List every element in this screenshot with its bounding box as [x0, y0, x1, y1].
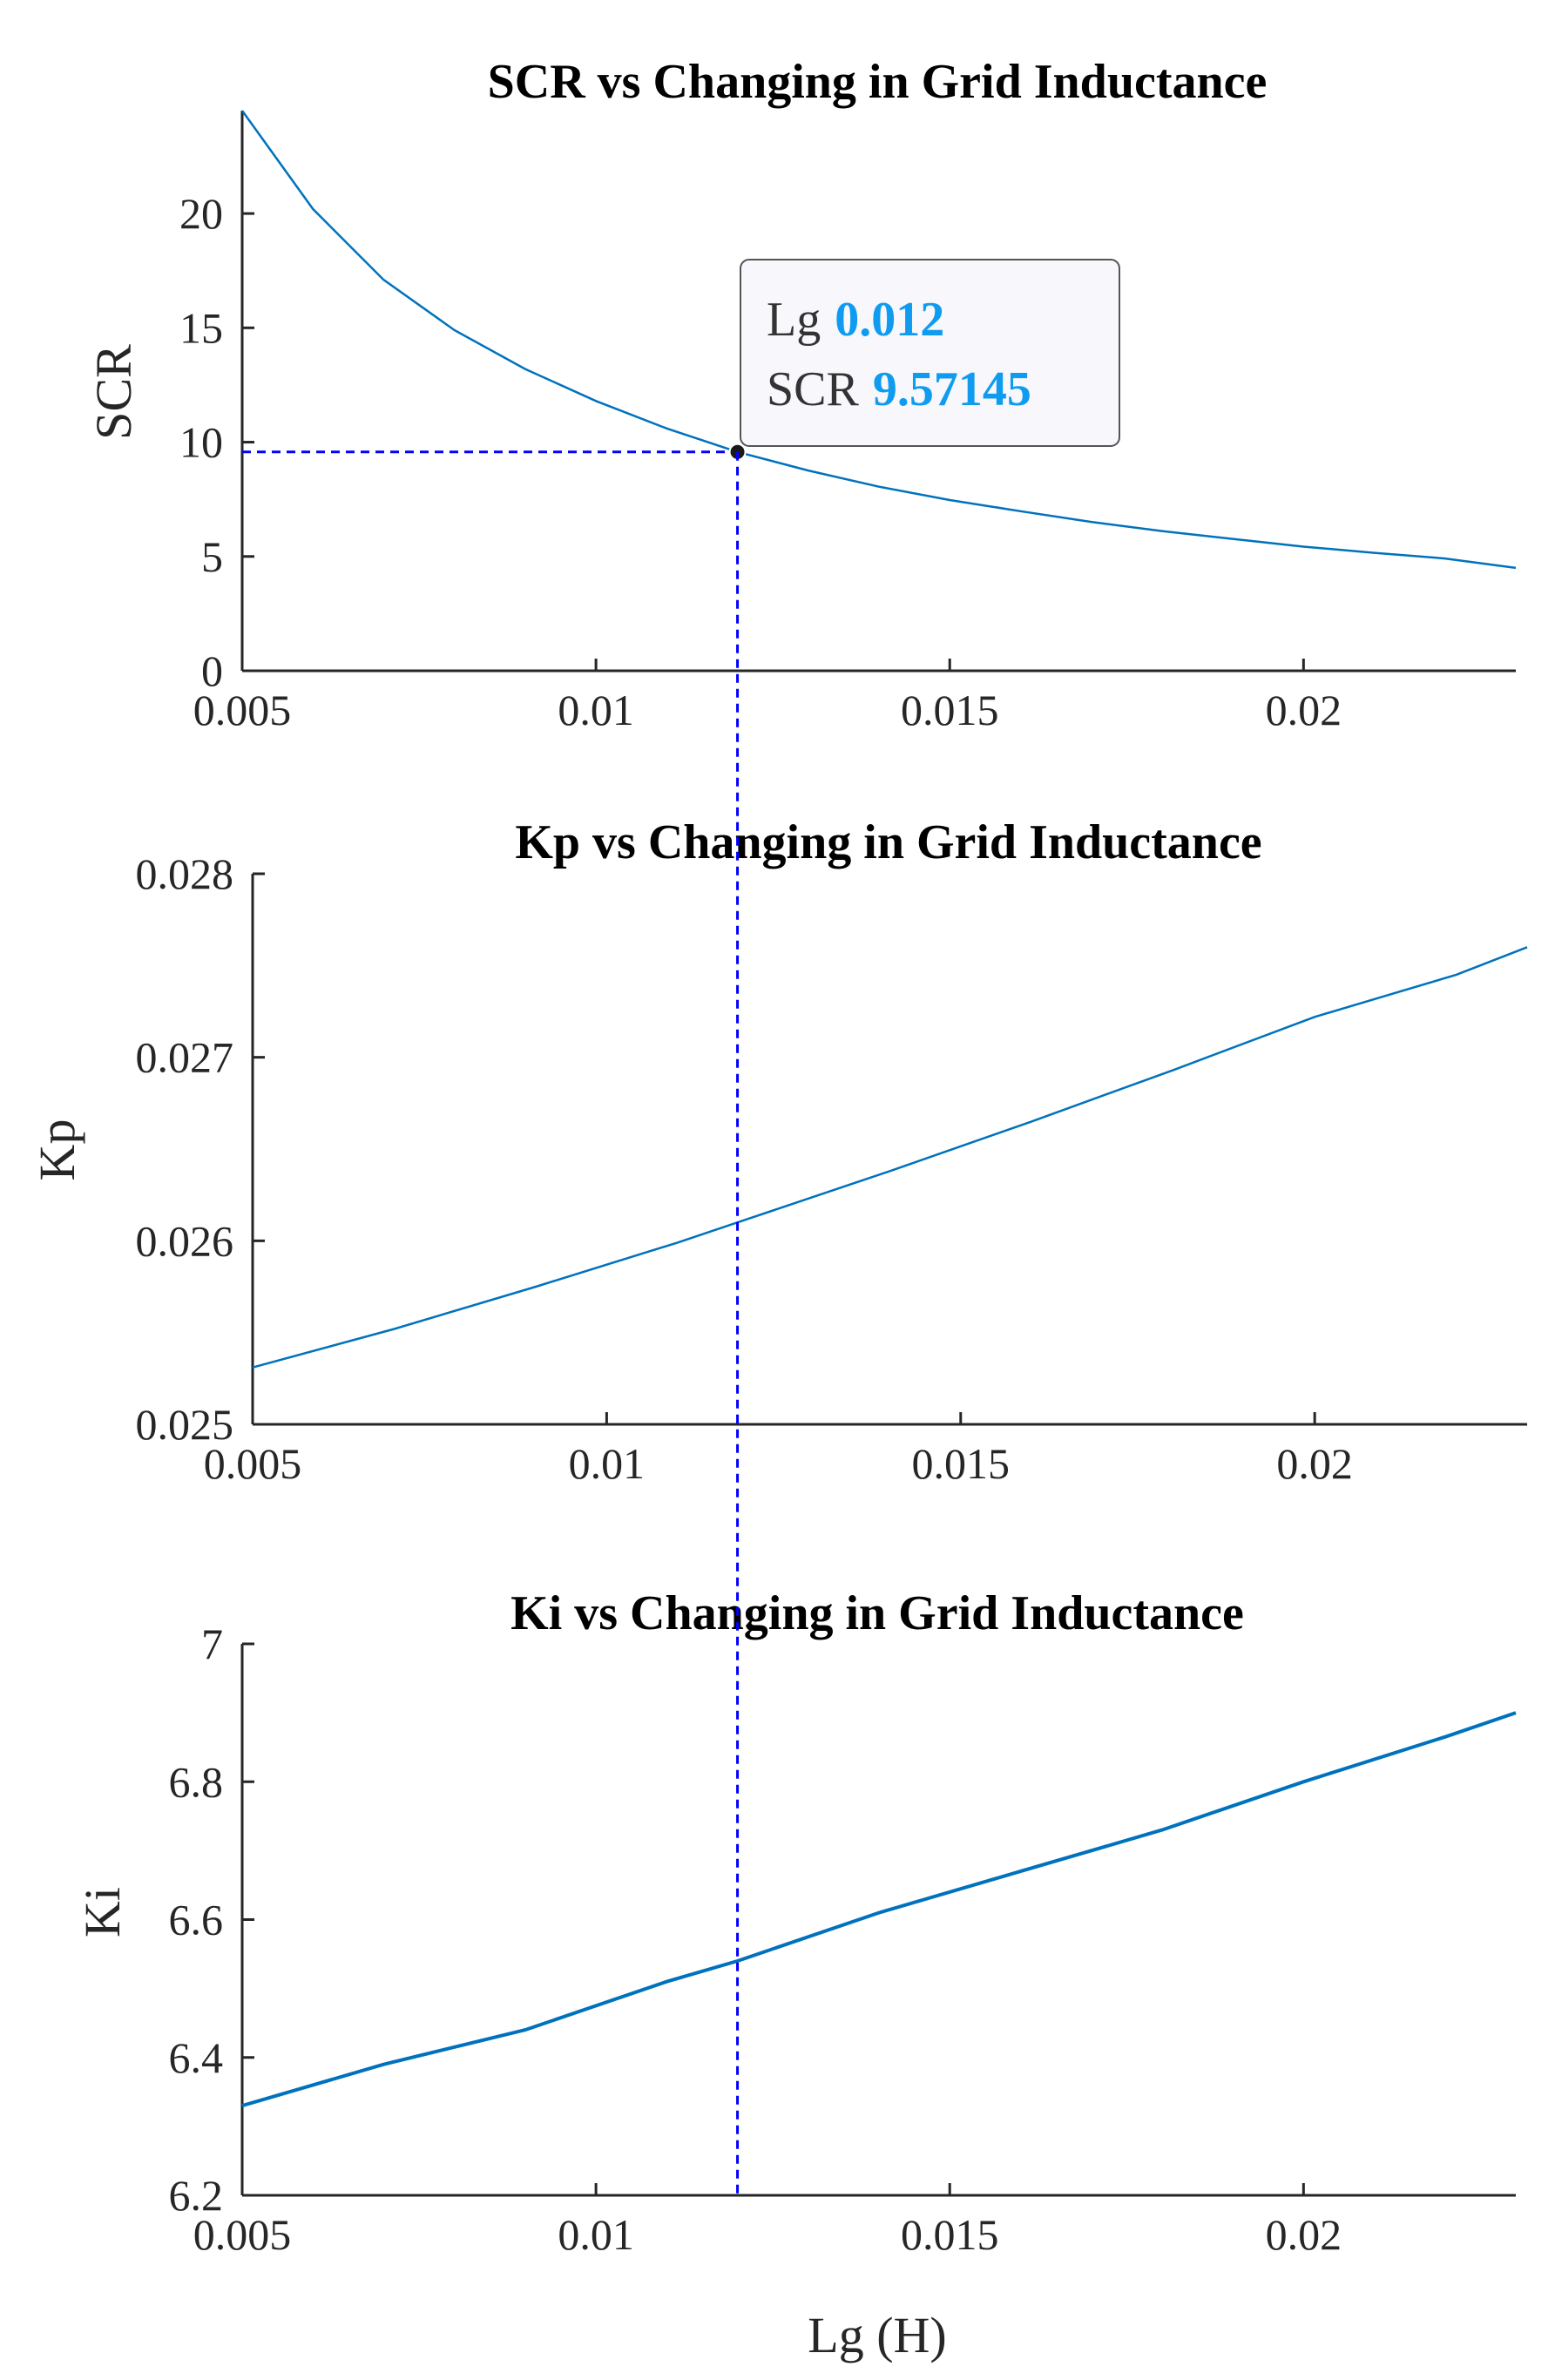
- ki-x-tick-label: 0.01: [558, 2210, 634, 2259]
- scr-y-axis-label: SCR: [85, 344, 142, 440]
- scr-y-tick-label: 0: [201, 646, 223, 695]
- kp-series-line: [252, 946, 1528, 1369]
- ki-x-ticks: 0.005 0.01 0.015 0.02: [193, 2183, 1342, 2259]
- scr-x-tick-label: 0.02: [1266, 686, 1342, 734]
- ki-x-tick-label: 0.015: [901, 2210, 999, 2259]
- scr-y-ticks: 0 5 10 15 20: [179, 189, 254, 695]
- scr-datatip-box: [740, 259, 1120, 447]
- kp-x-tick-label: 0.015: [912, 1439, 1011, 1488]
- kp-x-tick-label: 0.02: [1276, 1439, 1353, 1488]
- ki-chart-title: Ki vs Changing in Grid Inductance: [510, 1586, 1244, 1640]
- ki-series-line: [241, 1711, 1517, 2108]
- kp-y-tick-label: 0.027: [136, 1033, 234, 1082]
- ki-y-tick-label: 6.8: [169, 1757, 224, 1806]
- kp-x-tick-label: 0.01: [569, 1439, 646, 1488]
- kp-x-tick-label: 0.005: [204, 1439, 302, 1488]
- scr-panel: SCR vs Changing in Grid Inductance SCR 0…: [85, 55, 1517, 734]
- scr-y-tick-label: 15: [179, 303, 223, 352]
- kp-y-ticks: 0.025 0.026 0.027 0.028: [136, 849, 265, 1449]
- kp-y-tick-label: 0.026: [136, 1216, 234, 1265]
- scr-series-line: [240, 110, 1517, 570]
- scr-datatip-y-row: SCR 9.57145: [767, 362, 1031, 416]
- scr-chart-title: SCR vs Changing in Grid Inductance: [488, 55, 1268, 109]
- scr-x-tick-label: 0.01: [558, 686, 634, 734]
- scr-datatip-y-label: SCR: [767, 362, 859, 416]
- scr-datatip-x-label: Lg: [767, 293, 821, 347]
- scr-x-tick-label: 0.005: [193, 686, 292, 734]
- ki-y-tick-label: 6.6: [169, 1896, 224, 1944]
- scr-axes: [240, 111, 1516, 673]
- kp-y-axis-label: Kp: [29, 1119, 85, 1181]
- scr-y-tick-label: 5: [201, 532, 223, 581]
- kp-panel: Kp vs Changing in Grid Inductance Kp 0.0…: [29, 815, 1528, 1488]
- kp-x-ticks: 0.005 0.01 0.015 0.02: [204, 1412, 1353, 1488]
- ki-panel: Ki vs Changing in Grid Inductance Ki Lg …: [74, 1586, 1517, 2363]
- scr-x-tick-label: 0.015: [901, 686, 999, 734]
- scr-datatip-x-row: Lg 0.012: [767, 293, 944, 347]
- kp-y-tick-label: 0.025: [136, 1400, 234, 1449]
- ki-y-axis-label: Ki: [74, 1887, 131, 1937]
- ki-x-tick-label: 0.02: [1266, 2210, 1342, 2259]
- scr-y-tick-label: 20: [179, 189, 223, 238]
- scr-datatip-y-value: 9.57145: [873, 362, 1031, 416]
- ki-x-tick-label: 0.005: [193, 2210, 292, 2259]
- kp-y-tick-label: 0.028: [136, 849, 234, 898]
- scr-y-tick-label: 10: [179, 418, 223, 467]
- scr-datatip-x-value: 0.012: [835, 293, 944, 347]
- scr-datatip[interactable]: Lg 0.012 SCR 9.57145: [740, 259, 1120, 447]
- ki-axes: [240, 1644, 1516, 2197]
- kp-axes: [251, 874, 1527, 1426]
- ki-y-ticks: 6.2 6.4 6.6 6.8 7: [169, 1619, 254, 2220]
- kp-chart-title: Kp vs Changing in Grid Inductance: [515, 815, 1261, 869]
- ki-x-axis-label: Lg (H): [808, 2307, 946, 2363]
- ki-y-tick-label: 6.2: [169, 2171, 224, 2220]
- ki-y-tick-label: 6.4: [169, 2033, 224, 2082]
- scr-x-ticks: 0.005 0.01 0.015 0.02: [193, 659, 1342, 734]
- ki-y-tick-label: 7: [201, 1619, 223, 1668]
